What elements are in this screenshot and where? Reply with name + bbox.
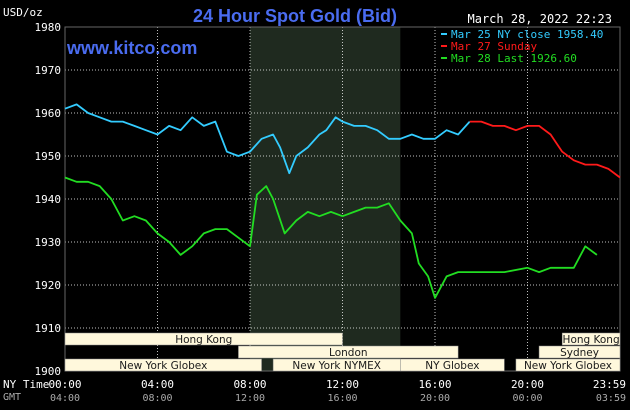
y-tick-label: 1910 [35,322,62,335]
session-label: Sydney [560,347,599,359]
session-box [64,332,343,346]
x-tick-label-gmt: 04:00 [50,393,80,404]
x-tick-label-ny: 12:00 [326,378,359,391]
site-link[interactable]: www.kitco.com [66,38,197,58]
y-tick-label: 1920 [35,279,62,292]
y-tick-label: 1950 [35,150,62,163]
x-tick-label-gmt: 12:00 [235,393,265,404]
x-tick-label-ny: 23:59 [593,378,626,391]
session-bar: Hong Kong [64,332,343,346]
session-label: Hong Kong [175,334,232,346]
session-box [238,345,459,359]
currency-label: USD/oz [3,6,43,19]
session-bar: New York Globex [515,358,621,372]
session-label: New York Globex [119,360,207,372]
session-box [64,358,262,372]
session-box [400,358,505,372]
x-tick-label-gmt: 16:00 [327,393,357,404]
y-axis-ticks: 1900 1910 1920 1930 1940 1950 1960 1970 1980 [35,21,62,378]
legend-entry: Mar 25 NY close 1958.40 [451,28,603,41]
ny-time-label: NY Time [3,378,49,391]
legend-entry: Mar 28 Last 1926.60 [451,52,577,65]
series-line [64,176,598,299]
y-tick-label: 1940 [35,193,62,206]
gmt-label: GMT [3,392,21,403]
x-tick-label-gmt: 08:00 [142,393,172,404]
series-line [64,103,471,175]
chart-title: 24 Hour Spot Gold (Bid) [193,6,397,26]
session-bar: NY Globex [400,358,505,372]
session-bar: New York NYMEX [272,358,401,372]
x-tick-label-ny: 00:00 [48,378,81,391]
x-axis-ticks: 00:00 04:00 08:00 12:00 16:00 20:00 23:59 04:00… [48,378,626,404]
y-tick-label: 1980 [35,21,62,34]
price-series [64,103,621,299]
session-bar: London [238,345,459,359]
x-tick-label-gmt: 00:00 [512,393,542,404]
session-box [515,358,621,372]
y-tick-label: 1960 [35,107,62,120]
series-line [469,120,621,179]
session-bar: New York Globex [64,358,262,372]
y-tick-label: 1900 [35,365,62,378]
y-tick-label: 1970 [35,64,62,77]
session-label: NY Globex [425,360,479,372]
legend-entry: Mar 27 Sunday [451,40,537,53]
x-tick-label-ny: 04:00 [141,378,174,391]
session-label: London [329,347,368,359]
session-bar: Sydney [538,345,621,359]
market-sessions: Hong Kong London New York Globex New York N… [64,332,621,372]
x-tick-label-ny: 16:00 [418,378,451,391]
x-tick-label-gmt: 03:59 [596,393,626,404]
session-box [538,345,621,359]
session-label: New York NYMEX [292,360,381,372]
session-label: Hong Kong [563,334,620,346]
chart-date: March 28, 2022 22:23 [468,12,613,26]
y-tick-label: 1930 [35,236,62,249]
x-tick-label-ny: 20:00 [511,378,544,391]
session-label: New York Globex [524,360,612,372]
x-tick-label-gmt: 20:00 [420,393,450,404]
session-box [561,332,621,346]
session-bar: Hong Kong [561,332,621,346]
x-tick-label-ny: 08:00 [233,378,266,391]
